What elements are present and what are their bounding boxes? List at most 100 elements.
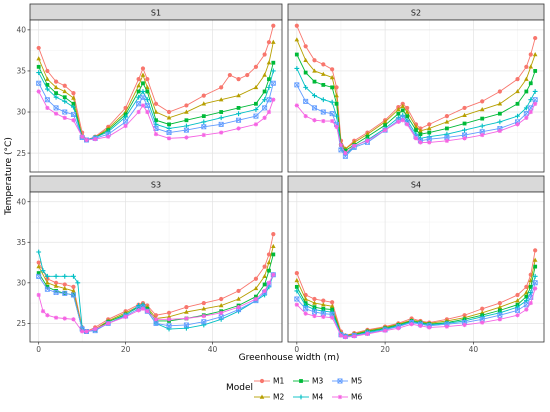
facet-panel-s2: S2: [287, 3, 545, 173]
data-point: [329, 99, 335, 105]
data-point: [515, 304, 520, 310]
data-point: [201, 114, 206, 119]
data-point: [532, 89, 538, 94]
legend-key-marker: [299, 379, 303, 383]
data-point: [106, 134, 111, 139]
panel-background: [30, 20, 282, 172]
data-point: [80, 329, 85, 334]
data-point: [145, 309, 150, 314]
data-point: [497, 101, 503, 106]
data-point: [294, 270, 299, 276]
legend-title: Model: [226, 383, 253, 393]
data-point: [184, 325, 189, 331]
data-point: [218, 121, 224, 127]
data-point: [515, 302, 520, 307]
data-point: [532, 257, 538, 262]
data-point: [444, 114, 449, 119]
data-point: [70, 292, 76, 298]
data-point: [303, 306, 309, 312]
data-point: [321, 302, 326, 307]
data-point: [497, 111, 502, 116]
data-point: [62, 109, 68, 115]
legend: Model M1 M2 M3 M4 M5 M6: [226, 377, 362, 402]
data-point: [497, 304, 503, 309]
data-point: [253, 285, 259, 291]
data-point: [523, 105, 529, 111]
series-m1: [294, 248, 538, 338]
data-point: [321, 118, 326, 124]
data-point: [266, 60, 272, 65]
data-point: [524, 294, 529, 299]
legend-key-marker: [337, 378, 343, 384]
data-point: [528, 52, 533, 57]
data-point: [93, 326, 98, 332]
data-point: [201, 322, 207, 328]
data-point: [236, 117, 242, 123]
data-point: [533, 35, 538, 41]
data-point: [524, 307, 529, 312]
data-point: [36, 249, 42, 255]
data-point: [462, 112, 467, 118]
data-point: [153, 101, 159, 106]
data-point: [236, 288, 241, 294]
data-point: [184, 118, 189, 123]
data-point: [524, 64, 529, 69]
data-point: [480, 132, 485, 138]
data-point: [312, 305, 317, 310]
data-point: [254, 294, 258, 299]
y-tick-label: 35: [16, 238, 26, 247]
data-point: [497, 312, 503, 318]
data-point: [383, 123, 388, 128]
panel-border: [29, 19, 283, 173]
legend-entry-m1: M1: [254, 377, 284, 386]
data-point: [45, 276, 50, 281]
data-point: [311, 105, 317, 111]
data-point: [166, 109, 172, 115]
data-point: [303, 296, 308, 301]
data-point: [123, 112, 128, 117]
data-point: [400, 108, 405, 113]
data-point: [145, 77, 150, 82]
y-tick-label: 25: [16, 319, 26, 328]
series-line: [296, 250, 536, 337]
data-point: [334, 85, 339, 90]
data-point: [153, 313, 159, 318]
data-point: [303, 84, 309, 90]
data-point: [343, 148, 348, 153]
data-point: [201, 101, 207, 106]
data-point: [62, 88, 68, 94]
data-point: [427, 325, 432, 330]
data-point: [532, 97, 538, 103]
y-tick-label: 40: [16, 26, 26, 35]
data-point: [270, 80, 276, 86]
data-point: [45, 280, 50, 285]
data-point: [71, 317, 76, 322]
data-point: [53, 283, 59, 288]
data-point: [303, 311, 308, 316]
data-point: [294, 277, 300, 283]
data-point: [330, 300, 335, 305]
data-point: [524, 89, 529, 94]
legend-label: M5: [351, 377, 362, 386]
data-point: [266, 97, 272, 103]
facet-panel-s4: S4 0 20 40: [287, 175, 545, 354]
data-point: [312, 79, 317, 84]
series-m6: [294, 286, 538, 340]
data-point: [236, 126, 241, 131]
data-point: [262, 273, 267, 279]
data-point: [45, 76, 50, 81]
data-point: [271, 97, 276, 102]
data-point: [184, 123, 189, 129]
data-point: [444, 126, 449, 131]
data-point: [262, 264, 267, 269]
data-point: [136, 308, 141, 313]
data-point: [338, 333, 344, 338]
data-point: [303, 303, 309, 308]
data-point: [271, 272, 276, 277]
data-point: [294, 23, 299, 28]
data-point: [515, 298, 520, 303]
data-point: [294, 103, 299, 108]
data-point: [396, 111, 401, 116]
data-point: [45, 83, 50, 87]
data-point: [462, 136, 467, 141]
